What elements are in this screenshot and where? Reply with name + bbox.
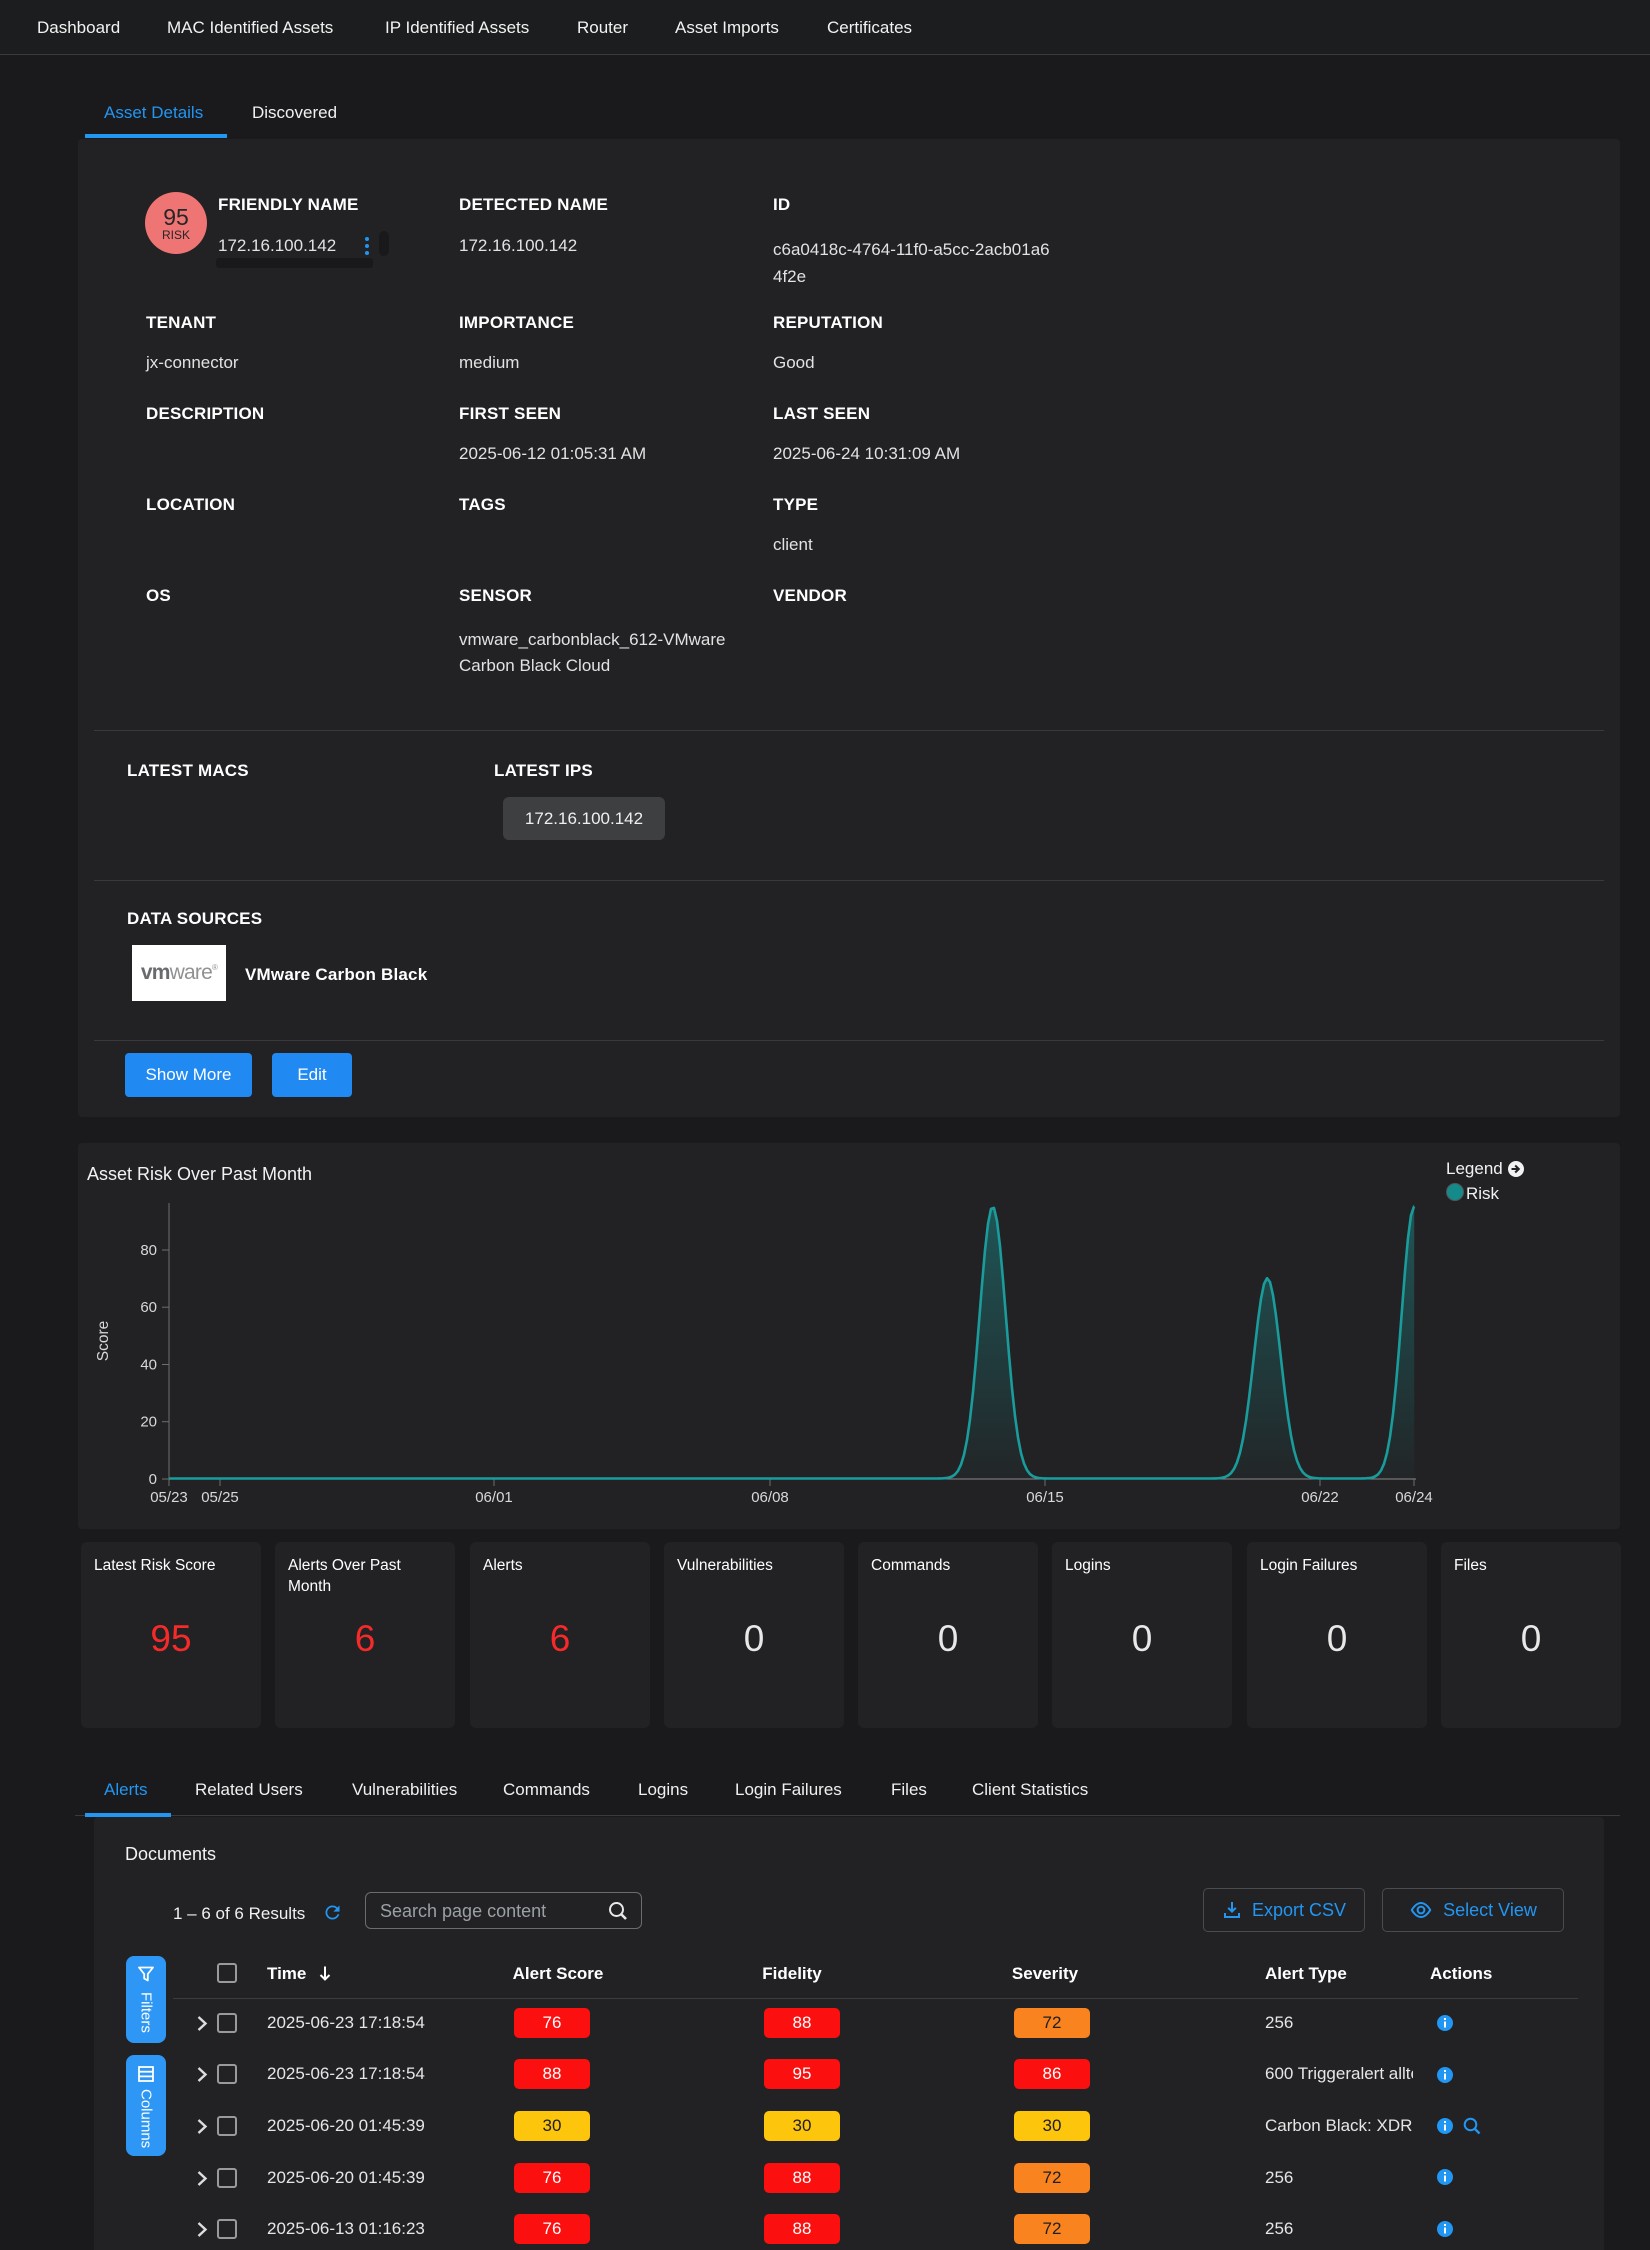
svg-text:Score: Score <box>95 1321 112 1362</box>
svg-text:06/01: 06/01 <box>475 1489 513 1506</box>
svg-text:05/25: 05/25 <box>201 1489 239 1506</box>
svg-text:06/08: 06/08 <box>751 1489 789 1506</box>
svg-text:0: 0 <box>149 1471 157 1488</box>
svg-text:06/22: 06/22 <box>1301 1489 1339 1506</box>
svg-text:06/24: 06/24 <box>1395 1489 1433 1506</box>
svg-text:60: 60 <box>140 1299 157 1316</box>
svg-text:06/15: 06/15 <box>1026 1489 1064 1506</box>
svg-text:40: 40 <box>140 1357 157 1374</box>
svg-text:80: 80 <box>140 1242 157 1259</box>
svg-text:05/23: 05/23 <box>150 1489 188 1506</box>
svg-text:20: 20 <box>140 1414 157 1431</box>
